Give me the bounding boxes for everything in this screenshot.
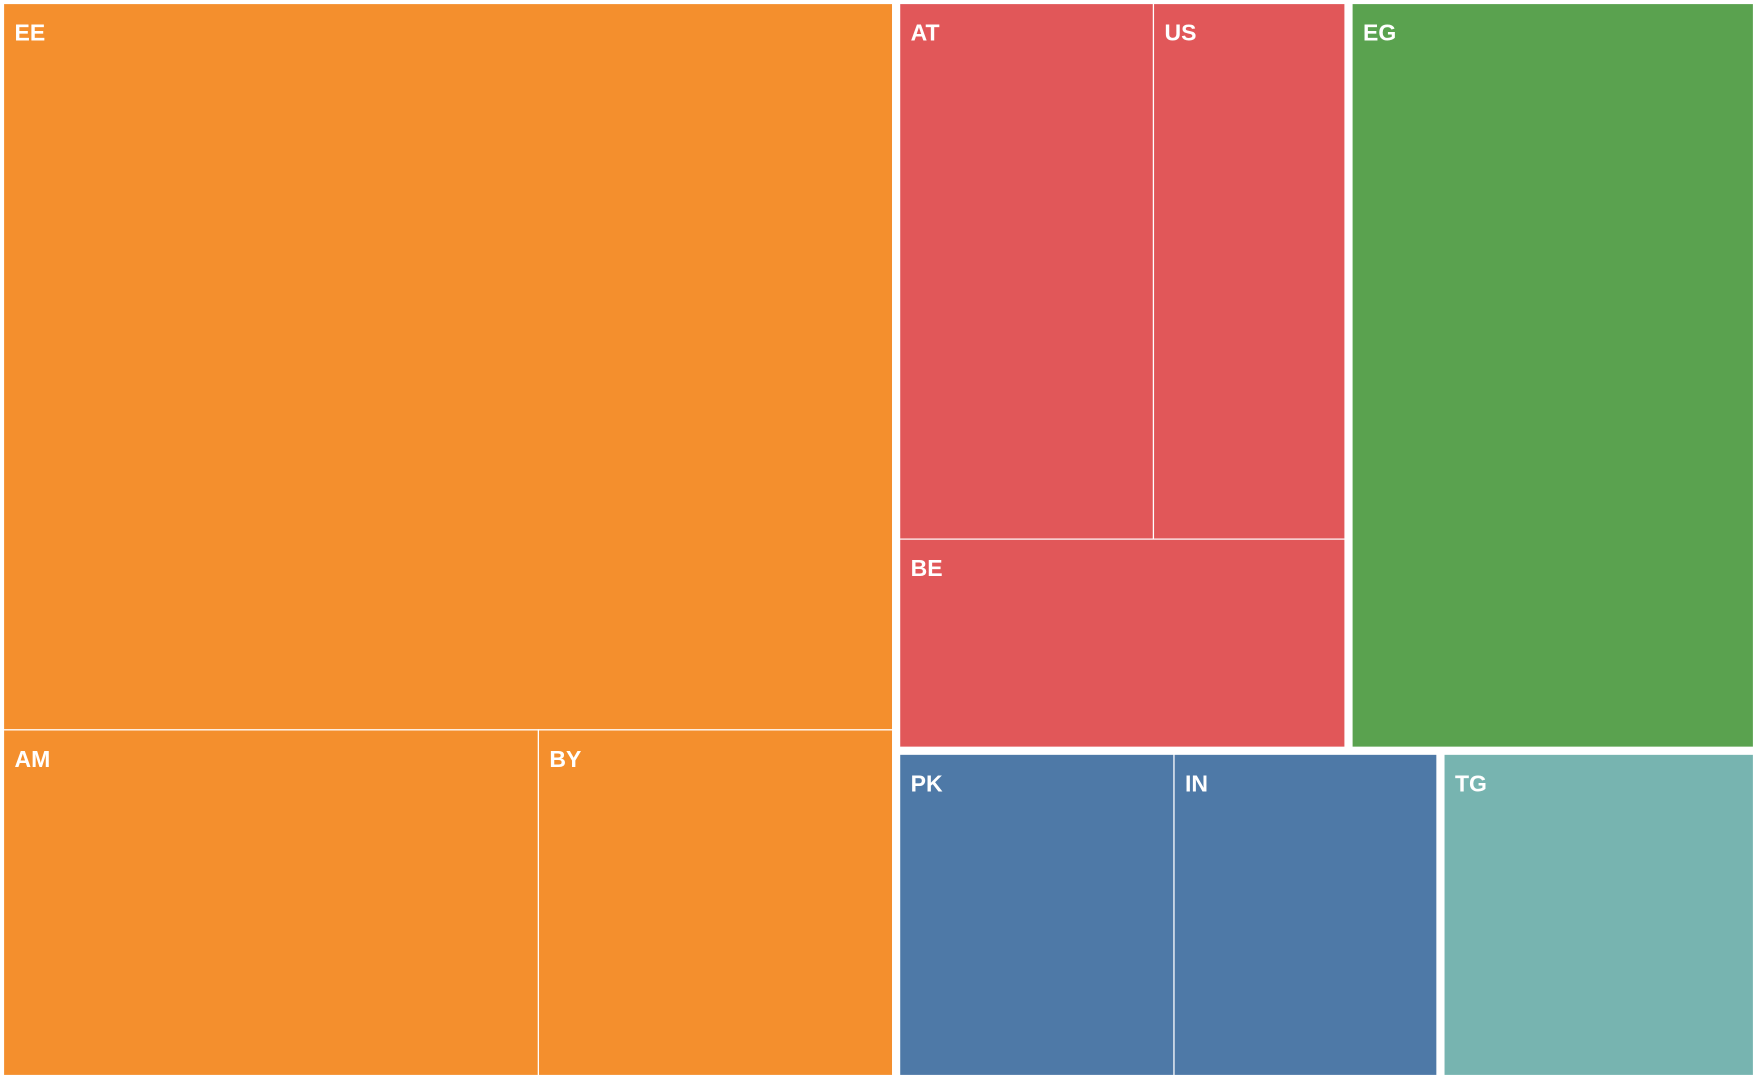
tile xyxy=(2,729,540,1077)
tile-label: TG xyxy=(1455,770,1487,796)
tile-label: US xyxy=(1164,20,1196,46)
tile-label: EG xyxy=(1363,20,1396,46)
tile xyxy=(2,2,894,731)
tile-label: IN xyxy=(1185,770,1208,796)
tile-label: PK xyxy=(911,770,943,796)
tile xyxy=(537,729,894,1077)
tile xyxy=(1173,753,1438,1077)
tile xyxy=(899,753,1175,1077)
tile-label: EE xyxy=(15,20,46,46)
tile-label: BY xyxy=(549,746,581,772)
tile xyxy=(899,2,1155,540)
tile-label: BE xyxy=(911,555,943,581)
tile xyxy=(1351,2,1755,748)
tile xyxy=(899,538,1346,748)
tile xyxy=(1152,2,1346,540)
tile xyxy=(1443,753,1755,1077)
tile-label: AT xyxy=(911,20,940,46)
tile-label: AM xyxy=(15,746,51,772)
